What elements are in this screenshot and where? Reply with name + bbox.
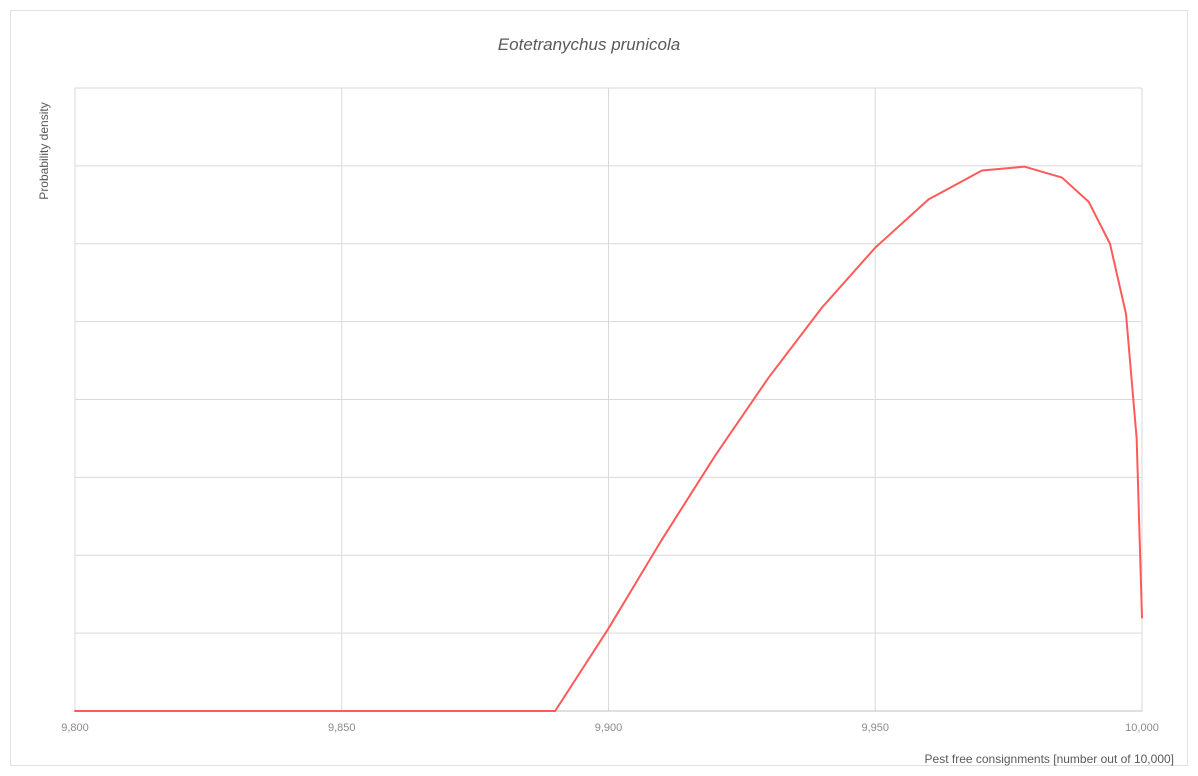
x-tick-label: 9,950 [861, 722, 889, 734]
grid-lines [74, 87, 1143, 712]
chart-title: Eotetranychus prunicola [498, 35, 680, 54]
series-line [74, 165, 1143, 712]
x-tick-label: 9,850 [328, 722, 356, 734]
chart-frame [10, 10, 1188, 766]
x-axis-label: Pest free consignments [number out of 10… [925, 752, 1174, 766]
x-tick-label: 9,900 [595, 722, 623, 734]
x-tick-label: 9,800 [61, 722, 89, 734]
y-axis-label: Probability density [37, 102, 51, 199]
series-layer [74, 165, 1143, 712]
tick-labels: 9,800 9,850 9,900 9,950 10,000 [61, 722, 1159, 734]
x-tick-label: 10,000 [1125, 722, 1159, 734]
